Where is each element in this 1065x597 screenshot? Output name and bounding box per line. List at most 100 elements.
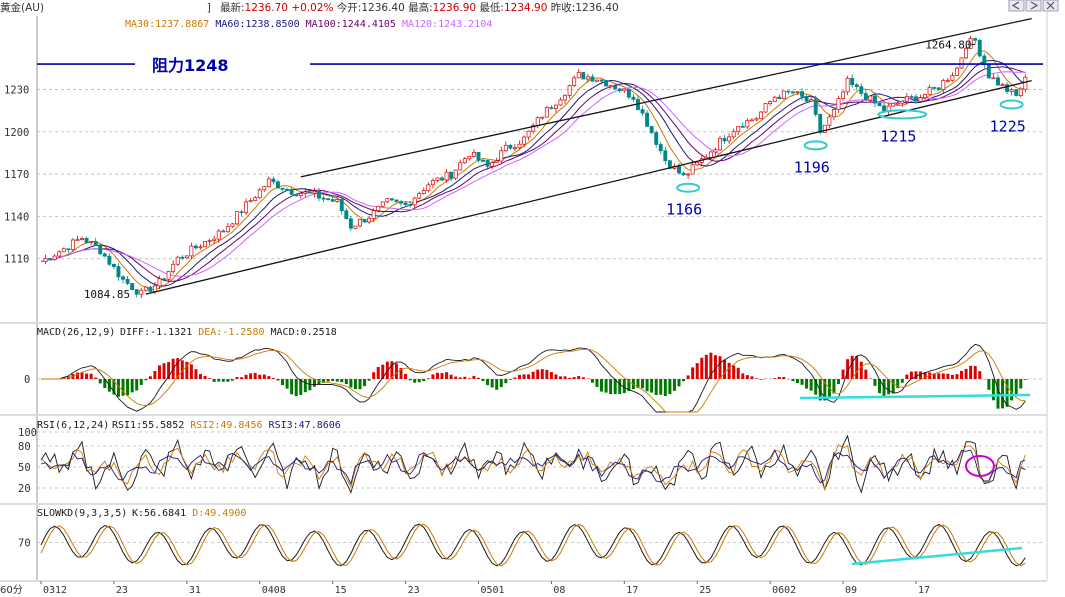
candle-body: [718, 138, 722, 151]
candle-body: [121, 276, 125, 280]
candle-body: [964, 48, 969, 59]
close-icon[interactable]: [1042, 0, 1059, 12]
candle-body: [180, 256, 185, 259]
slowkd-panel: SLOWKD(9,3,3,5) K:56.6841 D:49.4900 70: [18, 508, 1043, 567]
candle-body: [595, 79, 599, 82]
rsi-indicator: RSI3:47.8606: [263, 420, 341, 431]
ma-line: [40, 59, 1026, 287]
macd-line: [41, 348, 1026, 413]
candle-body: [166, 271, 171, 280]
candle-body: [918, 97, 923, 102]
candle-body: [430, 180, 435, 186]
candle-body: [800, 91, 804, 97]
candle-body: [257, 189, 262, 199]
candle-body: [421, 190, 426, 194]
period-label: 60分: [0, 584, 23, 596]
macd-zero-label: 0: [24, 374, 30, 386]
candle-body: [1014, 89, 1019, 97]
candle-body: [891, 102, 896, 107]
candle-body: [326, 198, 331, 200]
next-icon[interactable]: [1025, 0, 1042, 12]
candle-body: [900, 100, 905, 104]
candle-body: [941, 80, 946, 90]
x-tick-label: 31: [189, 585, 201, 596]
candle-body: [467, 156, 472, 160]
candle-body: [549, 107, 554, 109]
candle-body: [731, 131, 736, 138]
candle-body: [335, 199, 340, 202]
candle-body: [216, 230, 221, 240]
candle-body: [476, 151, 481, 161]
candle-body: [321, 197, 326, 200]
candle-body: [631, 96, 636, 100]
x-tick-label: 0602: [772, 585, 796, 596]
candle-body: [736, 126, 741, 132]
candle-body: [43, 258, 48, 262]
candle-body: [157, 278, 162, 287]
candle-body: [111, 263, 116, 267]
rsi-title: RSI(6,12,24): [37, 420, 109, 431]
candle-body: [285, 189, 290, 191]
kd-divergence-line: [851, 546, 1023, 566]
candle-body: [512, 147, 517, 150]
candle-body: [927, 87, 932, 95]
candle-body: [403, 202, 408, 205]
rsi-indicator: RSI2:49.8456: [184, 420, 262, 431]
candle-body: [362, 218, 367, 223]
candle-body: [66, 248, 71, 251]
prev-icon[interactable]: [1008, 0, 1025, 12]
candle-body: [626, 88, 631, 98]
candle-body: [749, 119, 754, 122]
candle-body: [61, 248, 66, 253]
candle-body: [98, 245, 103, 255]
ma-indicator-line: MA30:1237.8867 MA60:1238.8500 MA100:1244…: [125, 19, 492, 30]
y-tick-label: 1140: [4, 211, 29, 223]
candle-body: [608, 85, 613, 88]
high-price-label: 1264.80: [925, 38, 971, 51]
candle-body: [143, 286, 148, 291]
support-highlight: [803, 140, 828, 151]
candle-body: [207, 240, 212, 242]
candle-body: [89, 241, 94, 243]
candle-body: [1005, 84, 1010, 92]
candle-body: [754, 118, 759, 121]
candle-body: [294, 194, 299, 197]
candle-body: [649, 126, 654, 133]
candle-body: [914, 96, 918, 102]
ma-line: [40, 71, 1026, 277]
x-tick-label: 0312: [43, 585, 67, 596]
support-label: 1215: [880, 127, 916, 145]
rsi-highlight-circle: [965, 455, 995, 477]
candle-body: [162, 278, 166, 281]
candle-body: [312, 191, 317, 194]
candle-body: [426, 184, 431, 191]
candle-body: [804, 96, 809, 102]
candle-body: [690, 164, 695, 175]
candle-body: [289, 189, 294, 195]
candle-body: [84, 237, 89, 243]
candle-body: [950, 75, 955, 81]
trend-line: [300, 17, 1032, 178]
candle-body: [658, 144, 663, 152]
quote-label: 今开:: [333, 1, 361, 14]
candle-body: [198, 246, 203, 249]
close-icon-glyph: [1046, 1, 1055, 10]
candle-body: [271, 178, 276, 183]
candle-body: [93, 241, 98, 247]
candle-body: [572, 77, 577, 86]
candle-body: [645, 112, 650, 127]
candle-body: [348, 218, 353, 229]
candle-body: [722, 138, 727, 142]
candle-body: [831, 109, 836, 118]
candle-body: [276, 181, 280, 189]
kd-tick-label: 70: [18, 538, 31, 550]
candle-body: [462, 158, 467, 164]
candle-body: [130, 283, 135, 290]
candle-body: [517, 143, 522, 149]
candle-body: [152, 285, 157, 292]
candle-body: [768, 101, 773, 105]
candle-body: [1009, 89, 1014, 92]
candle-body: [872, 95, 877, 104]
candle-body: [125, 278, 130, 284]
